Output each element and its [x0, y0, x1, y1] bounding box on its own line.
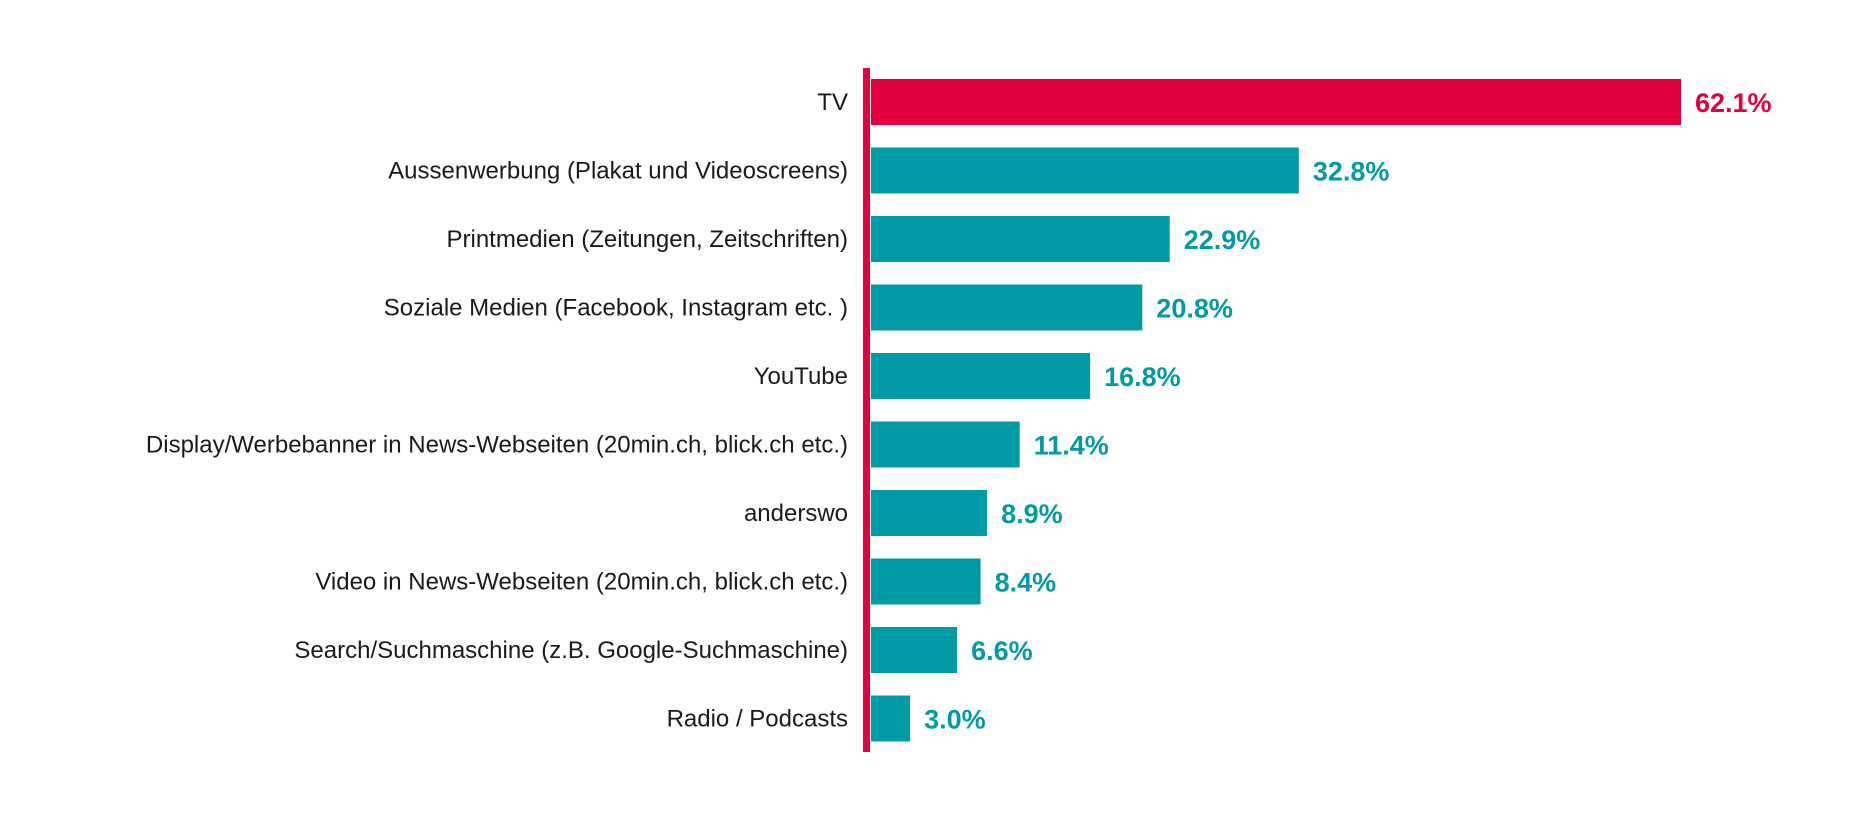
- category-label: YouTube: [754, 363, 848, 390]
- bar: [871, 695, 911, 742]
- category-label: Radio / Podcasts: [667, 706, 848, 733]
- bar: [871, 490, 988, 536]
- value-label: 16.8%: [1104, 362, 1181, 392]
- bar: [871, 284, 1143, 331]
- category-label: Aussenwerbung (Plakat und Videoscreens): [388, 158, 848, 185]
- bar: [871, 216, 1170, 262]
- value-label: 20.8%: [1156, 294, 1233, 324]
- bar: [871, 353, 1091, 399]
- bar: [871, 79, 1681, 125]
- bar: [871, 421, 1020, 468]
- value-label: 32.8%: [1313, 157, 1390, 187]
- value-label: 22.9%: [1184, 225, 1261, 255]
- value-label: 6.6%: [971, 636, 1033, 666]
- value-label: 8.9%: [1001, 499, 1063, 529]
- bar: [871, 558, 981, 605]
- value-label: 62.1%: [1695, 88, 1772, 118]
- category-label: Printmedien (Zeitungen, Zeitschriften): [446, 226, 848, 253]
- bar: [871, 627, 958, 673]
- category-label: Search/Suchmaschine (z.B. Google-Suchmas…: [294, 637, 848, 664]
- category-label: anderswo: [744, 500, 848, 527]
- value-label: 11.4%: [1034, 431, 1109, 461]
- value-label: 3.0%: [924, 705, 986, 735]
- category-label: Soziale Medien (Facebook, Instagram etc.…: [384, 295, 848, 322]
- bar: [871, 147, 1299, 194]
- y-axis-line: [863, 68, 870, 752]
- category-label: TV: [817, 89, 848, 116]
- category-label: Display/Werbebanner in News-Webseiten (2…: [146, 432, 848, 459]
- category-label: Video in News-Webseiten (20min.ch, blick…: [315, 569, 848, 596]
- value-label: 8.4%: [995, 568, 1057, 598]
